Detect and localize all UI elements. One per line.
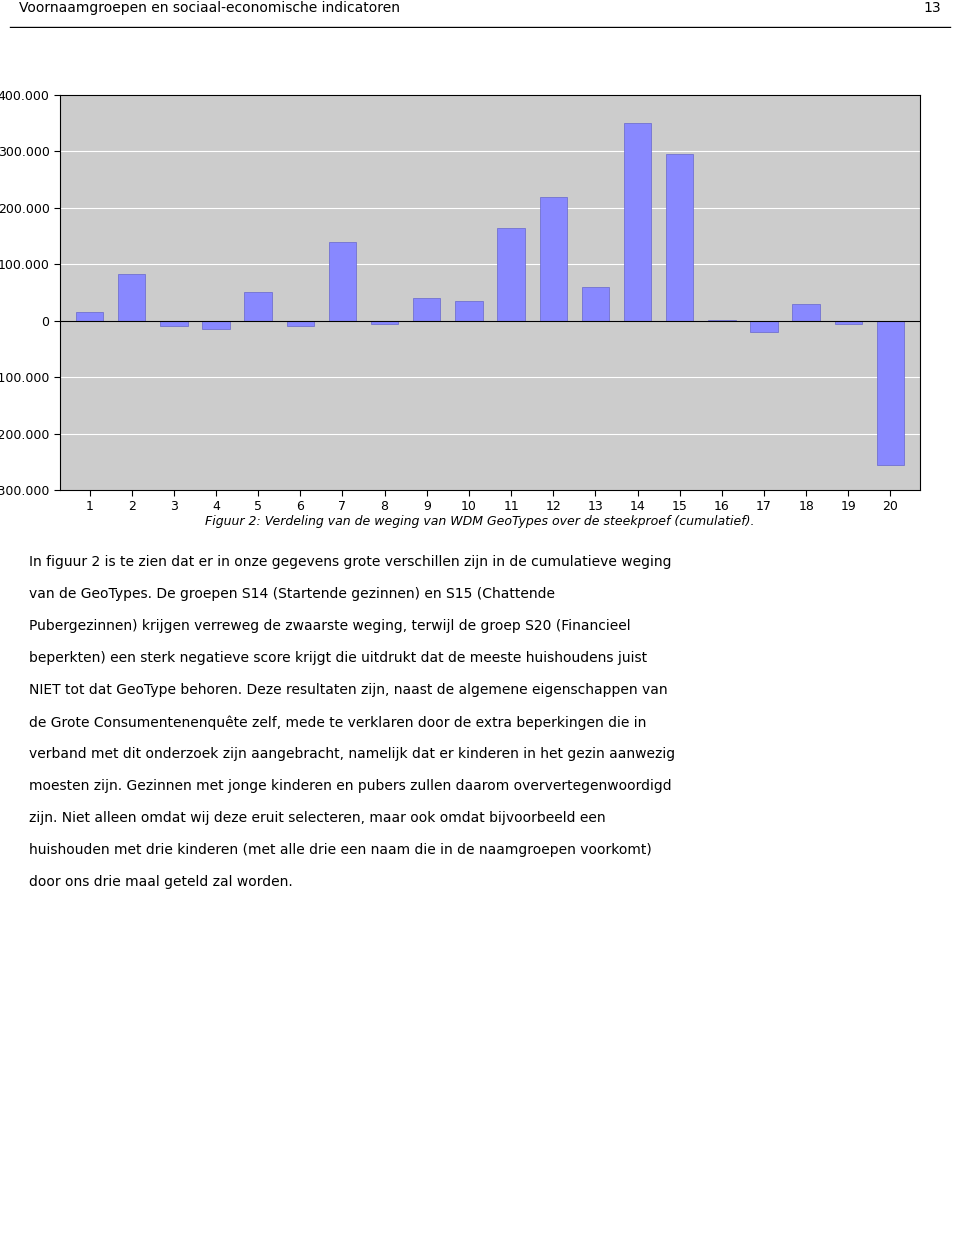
Bar: [76, 312, 104, 321]
Bar: [371, 321, 398, 323]
Bar: [540, 196, 567, 321]
Text: beperkten) een sterk negatieve score krijgt die uitdrukt dat de meeste huishoude: beperkten) een sterk negatieve score kri…: [29, 651, 647, 665]
Bar: [666, 154, 693, 321]
Bar: [497, 228, 525, 321]
Text: zijn. Niet alleen omdat wij deze eruit selecteren, maar ook omdat bijvoorbeeld e: zijn. Niet alleen omdat wij deze eruit s…: [29, 811, 606, 825]
Text: Pubergezinnen) krijgen verreweg de zwaarste weging, terwijl de groep S20 (Financ: Pubergezinnen) krijgen verreweg de zwaar…: [29, 619, 631, 633]
Text: Figuur 2: Verdeling van de weging van WDM GeoTypes over de steekproef (cumulatie: Figuur 2: Verdeling van de weging van WD…: [205, 515, 755, 528]
Bar: [328, 242, 356, 321]
Text: 13: 13: [924, 1, 941, 15]
Bar: [624, 123, 651, 321]
Bar: [876, 321, 904, 465]
Bar: [245, 292, 272, 321]
Bar: [160, 321, 187, 327]
Bar: [792, 303, 820, 321]
Text: de Grote Consumentenenquête zelf, mede te verklaren door de extra beperkingen di: de Grote Consumentenenquête zelf, mede t…: [29, 715, 646, 730]
Text: verband met dit onderzoek zijn aangebracht, namelijk dat er kinderen in het gezi: verband met dit onderzoek zijn aangebrac…: [29, 747, 675, 761]
Bar: [751, 321, 778, 332]
Text: Voornaamgroepen en sociaal-economische indicatoren: Voornaamgroepen en sociaal-economische i…: [19, 1, 400, 15]
Bar: [413, 298, 441, 321]
Text: van de GeoTypes. De groepen S14 (Startende gezinnen) en S15 (Chattende: van de GeoTypes. De groepen S14 (Starten…: [29, 587, 555, 600]
Bar: [203, 321, 229, 329]
Text: huishouden met drie kinderen (met alle drie een naam die in de naamgroepen voork: huishouden met drie kinderen (met alle d…: [29, 843, 652, 857]
Text: NIET tot dat GeoType behoren. Deze resultaten zijn, naast de algemene eigenschap: NIET tot dat GeoType behoren. Deze resul…: [29, 683, 667, 697]
Bar: [834, 321, 862, 323]
Text: moesten zijn. Gezinnen met jonge kinderen en pubers zullen daarom oververtegenwo: moesten zijn. Gezinnen met jonge kindere…: [29, 779, 671, 793]
Text: door ons drie maal geteld zal worden.: door ons drie maal geteld zal worden.: [29, 875, 293, 889]
Bar: [118, 275, 145, 321]
Bar: [287, 321, 314, 327]
Text: In figuur 2 is te zien dat er in onze gegevens grote verschillen zijn in de cumu: In figuur 2 is te zien dat er in onze ge…: [29, 555, 671, 568]
Bar: [582, 287, 609, 321]
Bar: [455, 301, 483, 321]
